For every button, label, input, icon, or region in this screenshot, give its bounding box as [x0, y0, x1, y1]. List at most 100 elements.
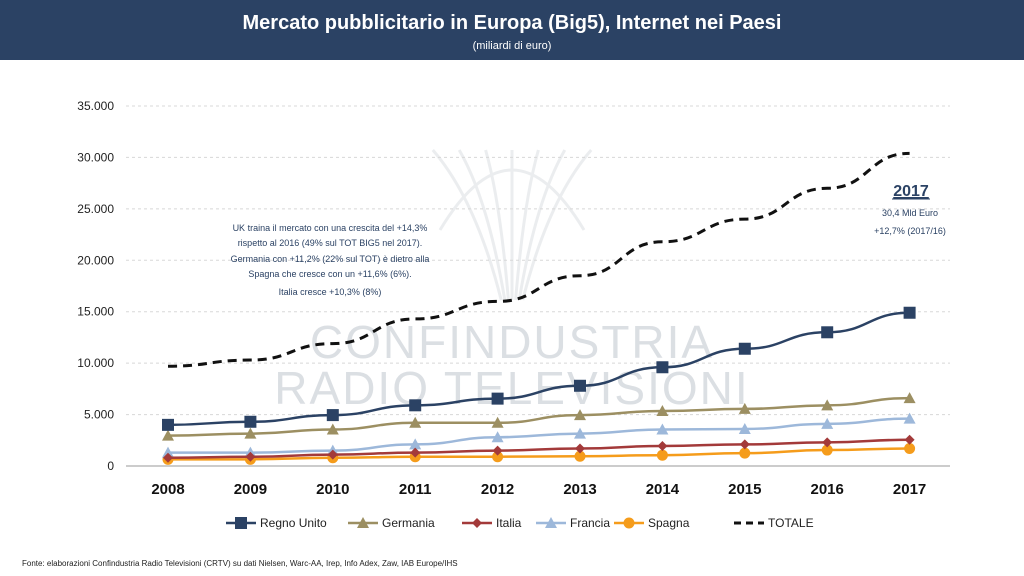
y-tick-label: 25.000	[77, 202, 114, 216]
watermark-line1: CONFINDUSTRIA	[310, 316, 714, 368]
annotations: UK traina il mercato con una crescita de…	[231, 183, 946, 297]
data-point	[656, 423, 669, 435]
series-italia	[163, 434, 915, 463]
annotation-text: Italia cresce +10,3% (8%)	[279, 287, 382, 297]
data-point	[409, 399, 422, 412]
y-axis-ticks: 0 5.000 10.000 15.000 20.000 25.000 30.000 35.0…	[77, 99, 114, 473]
data-point	[409, 438, 422, 450]
series-line	[167, 438, 910, 460]
legend-marker	[623, 517, 635, 529]
x-tick-label: 2009	[234, 481, 267, 498]
data-point	[821, 444, 833, 456]
x-tick-label: 2013	[563, 481, 596, 498]
data-point	[162, 418, 174, 431]
data-point	[163, 452, 173, 463]
legend-item: TOTALE	[734, 516, 814, 530]
watermark-shell-icon	[431, 149, 593, 301]
data-point	[162, 429, 174, 441]
legend-label: Francia	[570, 516, 610, 530]
series-totale	[167, 151, 910, 368]
legend-item: Italia	[462, 516, 522, 530]
x-tick-label: 2016	[811, 481, 844, 498]
data-point	[409, 416, 422, 428]
x-tick-label: 2015	[728, 481, 761, 498]
data-point	[904, 443, 916, 455]
legend-item: Regno Unito	[226, 516, 327, 530]
data-point	[574, 427, 586, 439]
source-note: Fonte: elaborazioni Confindustria Radio …	[22, 559, 458, 568]
x-tick-label: 2010	[316, 481, 349, 498]
data-point	[410, 447, 421, 458]
x-tick-label: 2012	[481, 481, 514, 498]
data-point	[326, 423, 339, 435]
legend-item: Germania	[348, 516, 435, 530]
series-regno-unito	[162, 306, 916, 431]
series-line	[167, 417, 910, 454]
data-point	[904, 434, 915, 445]
data-point	[574, 379, 586, 392]
y-tick-label: 5.000	[84, 408, 114, 422]
legend-marker	[545, 517, 557, 528]
data-point	[326, 409, 339, 422]
data-point	[244, 427, 257, 439]
data-point	[821, 417, 834, 429]
annotation-text: rispetto al 2016 (49% sul TOT BIG5 nel 2…	[238, 238, 423, 248]
data-point	[738, 342, 751, 355]
data-point	[244, 415, 257, 428]
series-line	[167, 396, 910, 437]
data-point	[162, 446, 174, 458]
x-tick-label: 2011	[399, 481, 432, 498]
x-tick-label: 2017	[893, 481, 926, 498]
annotation-text: UK traina il mercato con una crescita de…	[233, 223, 428, 233]
watermark-rib	[431, 149, 503, 301]
x-tick-label: 2014	[646, 481, 680, 498]
series-line	[167, 447, 910, 461]
legend-marker	[357, 517, 369, 528]
watermark-arc	[438, 168, 586, 231]
watermark-rib	[457, 149, 507, 301]
data-point	[739, 447, 751, 459]
data-point	[656, 361, 669, 374]
annotation-growth: +12,7% (2017/16)	[874, 226, 946, 236]
series-germania	[162, 392, 916, 441]
y-tick-label: 30.000	[77, 150, 114, 164]
series-spagna	[162, 443, 916, 465]
y-tick-label: 0	[107, 459, 114, 473]
legend-label: Germania	[382, 516, 435, 530]
data-point	[574, 409, 586, 421]
data-point	[903, 412, 916, 424]
x-tick-label: 2008	[151, 481, 184, 498]
series-lines	[162, 151, 916, 465]
legend-marker	[472, 518, 482, 528]
watermark-rib	[514, 149, 540, 301]
data-point	[738, 402, 751, 414]
data-point	[327, 449, 338, 460]
data-point	[491, 416, 504, 428]
annotation-text: Spagna che cresce con un +11,6% (6%).	[248, 269, 411, 279]
data-point	[575, 443, 585, 454]
page-title: Mercato pubblicitario in Europa (Big5), …	[242, 12, 782, 34]
watermark-rib	[521, 149, 593, 301]
data-point	[491, 431, 504, 443]
y-tick-label: 10.000	[77, 356, 114, 370]
y-tick-label: 20.000	[77, 253, 114, 267]
annotation-value: 30,4 Mld Euro	[882, 208, 938, 218]
data-point	[821, 326, 834, 339]
data-point	[245, 451, 256, 462]
data-point	[656, 404, 669, 416]
legend: Regno Unito Germania Italia Francia Spagna TO…	[226, 516, 814, 530]
data-point	[822, 437, 833, 448]
annotation-text: Germania con +11,2% (22% sul TOT) è diet…	[231, 254, 430, 264]
page-subtitle: (miliardi di euro)	[472, 40, 552, 52]
legend-label: Italia	[496, 516, 522, 530]
series-line	[167, 311, 910, 427]
grid-lines	[126, 105, 950, 467]
data-point	[491, 392, 504, 405]
series-line	[167, 151, 910, 368]
data-point	[821, 399, 834, 411]
data-point	[574, 450, 586, 462]
legend-label: Spagna	[648, 516, 690, 530]
legend-label: TOTALE	[768, 516, 814, 530]
data-point	[739, 439, 750, 450]
